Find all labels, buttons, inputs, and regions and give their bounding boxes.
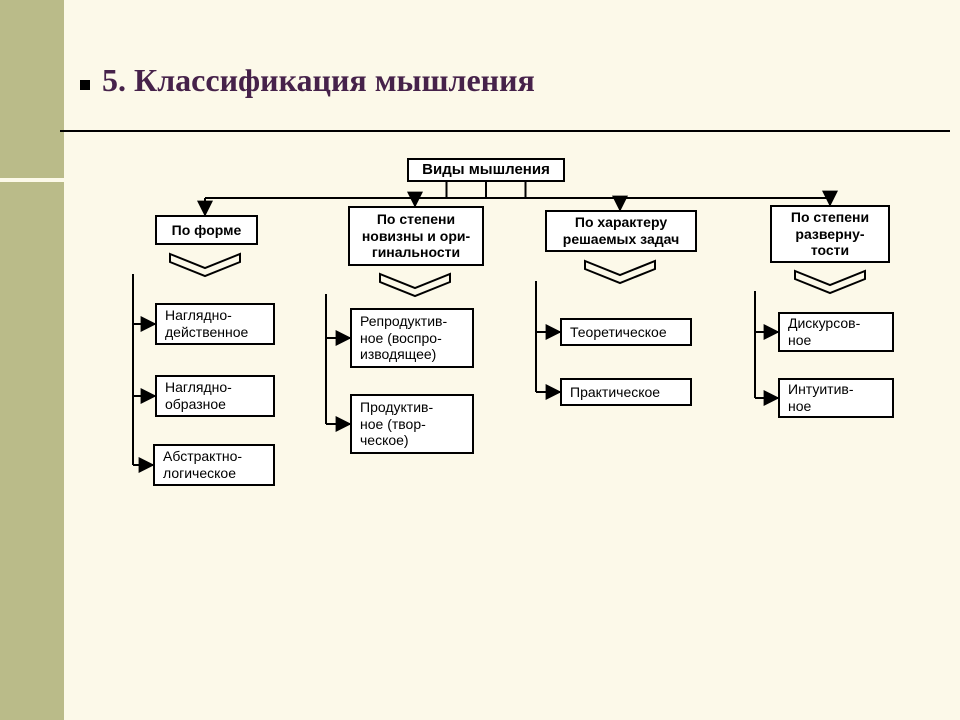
category-node-1: По степени новизны и ори- гинальности	[348, 206, 484, 266]
item-node-1-0: Репродуктив- ное (воспро- изводящее)	[350, 308, 474, 368]
root-node: Виды мышления	[407, 158, 565, 182]
slide: 5. Классификация мышления Виды мышления П…	[0, 0, 960, 720]
category-node-3: По степени разверну- тости	[770, 205, 890, 263]
category-node-2: По характеру решаемых задач	[545, 210, 697, 252]
item-node-1-1: Продуктив- ное (твор- ческое)	[350, 394, 474, 454]
title-bullet	[80, 80, 90, 90]
slide-title: 5. Классификация мышления	[102, 62, 535, 99]
item-node-0-0: Наглядно- действенное	[155, 303, 275, 345]
connector-layer	[0, 0, 960, 720]
sidebar-decor-top	[0, 0, 64, 178]
item-node-0-2: Абстрактно- логическое	[153, 444, 275, 486]
item-node-0-1: Наглядно- образное	[155, 375, 275, 417]
item-node-3-1: Интуитив- ное	[778, 378, 894, 418]
sidebar-decor-bottom	[0, 182, 64, 720]
item-node-2-0: Теоретическое	[560, 318, 692, 346]
item-node-3-0: Дискурсов- ное	[778, 312, 894, 352]
item-node-2-1: Практическое	[560, 378, 692, 406]
title-underline	[60, 130, 950, 132]
category-node-0: По форме	[155, 215, 258, 245]
